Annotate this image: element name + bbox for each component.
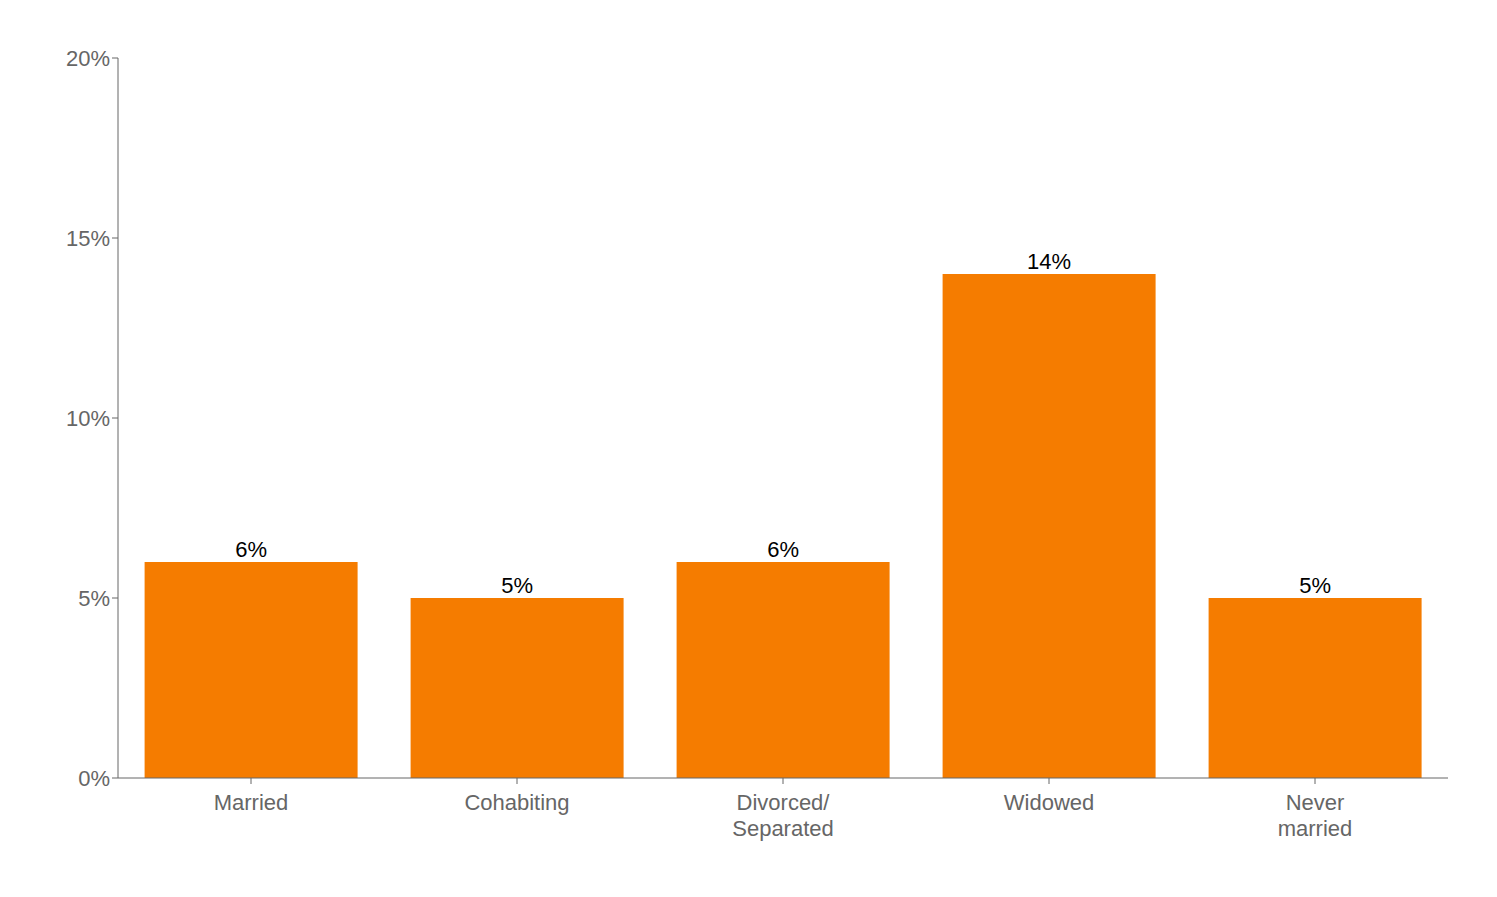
svg-text:10%: 10% bbox=[66, 406, 110, 431]
svg-text:14%: 14% bbox=[1027, 249, 1071, 274]
svg-text:20%: 20% bbox=[66, 46, 110, 71]
svg-text:Nevermarried: Nevermarried bbox=[1278, 790, 1353, 841]
svg-text:0%: 0% bbox=[78, 766, 110, 791]
svg-text:5%: 5% bbox=[1299, 573, 1331, 598]
svg-text:6%: 6% bbox=[767, 537, 799, 562]
svg-text:5%: 5% bbox=[501, 573, 533, 598]
svg-text:15%: 15% bbox=[66, 226, 110, 251]
svg-text:6%: 6% bbox=[235, 537, 267, 562]
svg-text:Widowed: Widowed bbox=[1004, 790, 1094, 815]
svg-text:Cohabiting: Cohabiting bbox=[464, 790, 569, 815]
svg-text:5%: 5% bbox=[78, 586, 110, 611]
svg-text:Divorced/Separated: Divorced/Separated bbox=[732, 790, 834, 841]
svg-text:Married: Married bbox=[214, 790, 289, 815]
